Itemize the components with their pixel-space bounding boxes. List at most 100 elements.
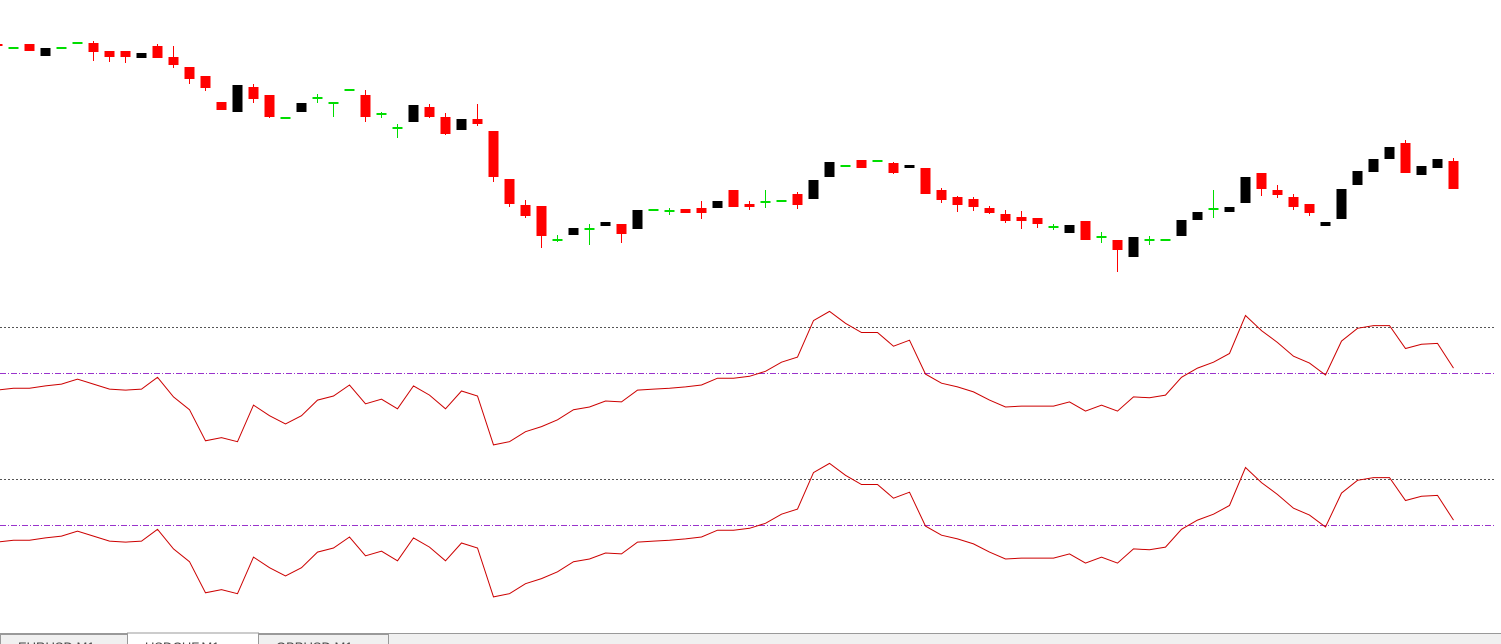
candle-body [600,222,611,226]
candle-body [232,85,243,112]
candle-body [1400,143,1411,173]
candle-body [1176,220,1187,236]
candle-body [1000,214,1011,221]
candle-body [984,208,995,213]
candle-body [904,165,915,168]
candle-body [520,205,531,216]
candle-body [472,119,483,124]
candle-body [8,47,19,49]
candle-body [264,95,275,117]
candle-body [872,160,883,162]
candle-body [1304,204,1315,213]
candle-body [136,53,147,58]
candle-body [344,89,355,91]
candle-body [1016,217,1027,221]
candle-body [440,117,451,134]
candle-body [792,194,803,205]
candle-body [408,105,419,122]
candle-body [776,200,787,202]
candle-body [184,67,195,79]
candle-body [1112,240,1123,250]
candle-body [88,43,99,52]
candle-body [40,48,51,56]
candle-body [1256,173,1267,189]
candle-body [296,103,307,112]
candle-body [1384,147,1395,159]
candle-body [328,102,339,104]
candle-body [0,44,3,46]
candle-body [1064,225,1075,233]
candle-body [504,179,515,204]
candle-body [696,208,707,213]
candle-body [744,204,755,207]
candle-body [1352,171,1363,185]
candle-body [1320,222,1331,226]
tab[interactable] [258,634,389,644]
candle-body [312,97,323,99]
candle-body [200,76,211,88]
plot [0,41,1495,598]
candle-body [24,44,35,51]
candle-body [712,201,723,208]
candle-body [568,228,579,235]
candle-body [1144,239,1155,241]
candle-body [1240,177,1251,203]
candle-body [536,206,547,236]
candle-body [728,190,739,207]
candle-body [632,210,643,229]
candle-body [584,228,595,230]
candle-body [952,197,963,205]
indicator-line [0,310,1454,446]
candle-body [1368,159,1379,172]
candle-body [152,46,163,58]
candle-body [376,113,387,115]
candle-body [664,210,675,212]
candle-body [456,119,467,130]
candle-body [424,107,435,117]
candle-body [1192,212,1203,220]
candle-body [56,47,67,49]
candle-body [1416,166,1427,175]
candle-body [1096,236,1107,238]
candle-body [216,102,227,110]
candle-body [680,209,691,213]
candle-body [552,239,563,241]
candle-body [616,224,627,234]
tab-bar [0,633,1501,644]
candle-body [168,57,179,65]
candle-body [120,51,131,57]
candle-body [280,117,291,119]
candle-body [1080,221,1091,240]
candle-body [760,201,771,203]
candle-body [888,163,899,173]
candle-body [824,162,835,177]
tabs: EURUSD,M1 USDCHF,M1 GBPUSD,M1 [0,632,389,644]
candle-body [1448,161,1459,189]
candle-body [1272,190,1283,195]
indicator-line [0,462,1454,598]
candle-body [1160,239,1171,241]
tab-label[interactable]: USDCHF,M1 [145,639,219,644]
candle-body [648,209,659,211]
candle-body [968,199,979,207]
candle-body [1288,197,1299,207]
candle-body [936,190,947,200]
candle-body [488,131,499,177]
candle-body [1336,189,1347,219]
tab-label[interactable]: GBPUSD,M1 [276,639,353,644]
candle-body [1208,208,1219,210]
candle-body [1128,237,1139,257]
candle-body [1032,218,1043,224]
candle-body [72,42,83,44]
candle-body [360,95,371,117]
candle-body [856,160,867,168]
candle-body [392,127,403,129]
candle-body [808,180,819,199]
candle-body [1224,207,1235,212]
candle-body [1432,159,1443,168]
candle-body [248,87,259,99]
tab-label[interactable]: EURUSD,M1 [18,639,95,644]
candle-body [104,51,115,57]
